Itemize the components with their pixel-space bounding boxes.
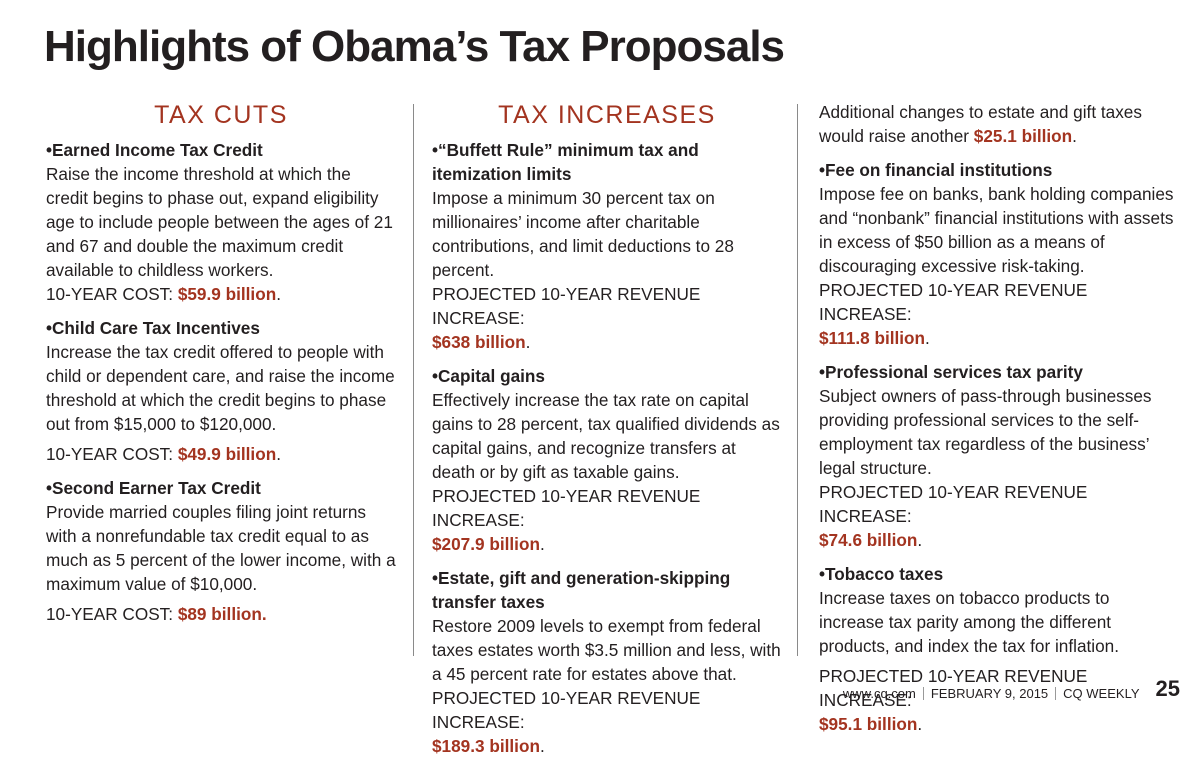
- cost-suffix: .: [276, 284, 281, 304]
- item-body: Increase the tax credit offered to peopl…: [46, 342, 395, 434]
- footer-separator: [1055, 686, 1057, 700]
- cost-amount: $59.9 billion: [177, 284, 277, 304]
- tax-increase-item-capital-gains: •Capital gains Effectively increase the …: [432, 364, 782, 556]
- revenue-label: PROJECTED 10-YEAR REVENUE INCREASE:: [819, 280, 1088, 324]
- item-title: •Fee on financial institutions: [819, 160, 1053, 180]
- revenue-suffix: .: [917, 530, 923, 550]
- column-divider: [797, 104, 798, 656]
- item-title: •Professional services tax parity: [819, 362, 1083, 382]
- revenue-line: $74.6 billion.: [819, 528, 1179, 552]
- tax-increase-item-buffett-rule: •“Buffett Rule” minimum tax and itemizat…: [432, 138, 782, 354]
- revenue-line: $95.1 billion.: [819, 712, 1179, 736]
- revenue-label: PROJECTED 10-YEAR REVENUE INCREASE:: [819, 666, 1088, 710]
- footer-publication: CQ WEEKLY: [1063, 685, 1140, 701]
- revenue-amount: $638 billion: [432, 332, 526, 352]
- revenue-amount: $74.6 billion: [819, 530, 918, 550]
- item-title: •Estate, gift and generation-skipping tr…: [432, 568, 731, 612]
- tax-increase-item-estate: •Estate, gift and generation-skipping tr…: [432, 566, 782, 758]
- column-divider: [413, 104, 414, 656]
- revenue-amount: $189.3 billion: [432, 736, 540, 756]
- revenue-line: $189.3 billion.: [432, 734, 782, 758]
- tax-cuts-heading: TAX CUTS: [154, 101, 288, 129]
- revenue-suffix: .: [925, 328, 930, 348]
- item-body: Restore 2009 levels to exempt from feder…: [432, 616, 781, 684]
- tax-cuts-column: TAX CUTS •Earned Income Tax Credit Raise…: [46, 100, 396, 636]
- tax-increases-continued-column: Additional changes to estate and gift ta…: [819, 100, 1179, 746]
- footer-date: FEBRUARY 9, 2015: [930, 685, 1049, 701]
- cost-suffix: .: [276, 444, 281, 464]
- tax-increase-item-financial-fee: •Fee on financial institutions Impose fe…: [819, 158, 1179, 350]
- tax-increase-item-professional-services: •Professional services tax parity Subjec…: [819, 360, 1179, 552]
- revenue-amount: $207.9 billion: [432, 534, 540, 554]
- cost-line: 10-YEAR COST: $59.9 billion.: [46, 282, 396, 306]
- revenue-line: $638 billion.: [432, 330, 782, 354]
- continuation-suffix: .: [1072, 126, 1077, 146]
- footer-separator: [922, 686, 924, 700]
- revenue-line: $111.8 billion.: [819, 326, 1179, 350]
- cost-line: 10-YEAR COST: $49.9 billion.: [46, 442, 396, 466]
- item-title: •Capital gains: [432, 366, 545, 386]
- item-title: •Second Earner Tax Credit: [46, 478, 261, 498]
- tax-cut-item-second-earner: •Second Earner Tax Credit Provide marrie…: [46, 476, 396, 626]
- revenue-line: $207.9 billion.: [432, 532, 782, 556]
- item-body: Raise the income threshold at which the …: [46, 164, 393, 280]
- cost-amount: $89 billion.: [177, 604, 267, 624]
- item-body: Provide married couples filing joint ret…: [46, 502, 396, 594]
- page-title: Highlights of Obama’s Tax Proposals: [44, 22, 785, 71]
- estate-continuation: Additional changes to estate and gift ta…: [819, 100, 1179, 148]
- continuation-text: Additional changes to estate and gift ta…: [819, 102, 1142, 146]
- item-body: Subject owners of pass-through businesse…: [819, 386, 1152, 478]
- tax-increase-item-tobacco: •Tobacco taxes Increase taxes on tobacco…: [819, 562, 1179, 736]
- revenue-label: PROJECTED 10-YEAR REVENUE INCREASE:: [432, 486, 701, 530]
- item-title: •Child Care Tax Incentives: [46, 318, 260, 338]
- cost-label: 10-YEAR COST:: [46, 604, 178, 624]
- page-number: 25: [1155, 676, 1180, 701]
- revenue-amount: $95.1 billion: [819, 714, 918, 734]
- cost-amount: $49.9 billion: [177, 444, 277, 464]
- item-body: Impose a minimum 30 percent tax on milli…: [432, 188, 734, 280]
- revenue-suffix: .: [525, 332, 531, 352]
- revenue-amount: $111.8 billion: [819, 328, 926, 348]
- item-title: •“Buffett Rule” minimum tax and itemizat…: [432, 140, 699, 184]
- item-body: Increase taxes on tobacco products to in…: [819, 588, 1120, 656]
- item-title: •Tobacco taxes: [819, 564, 944, 584]
- revenue-label: PROJECTED 10-YEAR REVENUE INCREASE:: [432, 688, 701, 732]
- tax-increases-column: TAX INCREASES •“Buffett Rule” minimum ta…: [432, 100, 782, 768]
- item-body: Impose fee on banks, bank holding compan…: [819, 184, 1174, 276]
- item-body: Effectively increase the tax rate on cap…: [432, 390, 780, 482]
- tax-cut-item-child-care: •Child Care Tax Incentives Increase the …: [46, 316, 396, 466]
- tax-increases-heading: TAX INCREASES: [498, 101, 716, 129]
- footer-site: www.cq.com: [842, 685, 916, 701]
- item-title: •Earned Income Tax Credit: [46, 140, 263, 160]
- cost-label: 10-YEAR COST:: [46, 444, 178, 464]
- revenue-label: PROJECTED 10-YEAR REVENUE INCREASE:: [432, 284, 701, 328]
- revenue-suffix: .: [539, 736, 545, 756]
- cost-label: 10-YEAR COST:: [46, 284, 178, 304]
- cost-line: 10-YEAR COST: $89 billion.: [46, 602, 396, 626]
- tax-cut-item-eitc: •Earned Income Tax Credit Raise the inco…: [46, 138, 396, 306]
- revenue-suffix: .: [917, 714, 923, 734]
- revenue-suffix: .: [539, 534, 545, 554]
- continuation-amount: $25.1 billion: [973, 126, 1073, 146]
- page-footer: www.cq.com FEBRUARY 9, 2015 CQ WEEKLY 25: [842, 676, 1180, 706]
- revenue-label: PROJECTED 10-YEAR REVENUE INCREASE:: [819, 482, 1088, 526]
